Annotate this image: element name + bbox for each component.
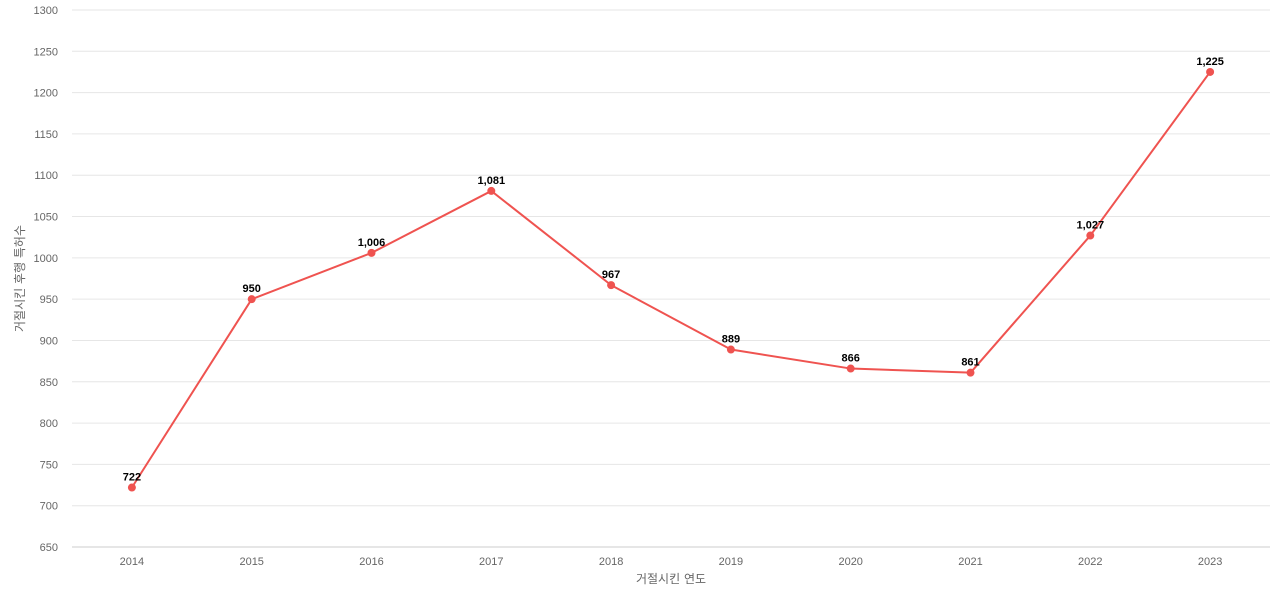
data-label: 1,006 <box>358 237 386 249</box>
gridlines <box>72 9 1270 507</box>
data-point[interactable] <box>1086 231 1095 240</box>
data-point[interactable] <box>607 281 616 290</box>
series-line <box>131 71 1211 489</box>
y-tick-label: 650 <box>40 542 58 554</box>
y-tick-label: 1300 <box>34 5 58 17</box>
data-label: 950 <box>243 283 261 295</box>
y-tick-label: 850 <box>40 377 58 389</box>
data-point[interactable] <box>247 295 256 304</box>
data-point[interactable] <box>487 186 496 195</box>
data-point[interactable] <box>127 483 136 492</box>
x-tick-label: 2014 <box>120 556 144 568</box>
y-tick-label: 950 <box>40 294 58 306</box>
y-tick-label: 700 <box>40 501 58 513</box>
x-tick-label: 2016 <box>359 556 383 568</box>
x-tick-label: 2020 <box>838 556 862 568</box>
y-tick-label: 1200 <box>34 88 58 100</box>
data-label: 889 <box>722 334 740 346</box>
data-point[interactable] <box>726 345 735 354</box>
y-tick-label: 800 <box>40 418 58 430</box>
x-tick-label: 2018 <box>599 556 623 568</box>
data-label: 866 <box>842 353 860 365</box>
x-tick-label: 2021 <box>958 556 982 568</box>
data-point[interactable] <box>1206 67 1215 76</box>
y-axis-title: 거절시킨 후행 특허수 <box>12 225 27 332</box>
data-point[interactable] <box>966 368 975 377</box>
series-line-group <box>127 67 1215 492</box>
x-tick-label: 2015 <box>239 556 263 568</box>
data-label: 1,027 <box>1077 220 1105 232</box>
y-tick-label: 1150 <box>34 129 58 141</box>
data-label: 1,225 <box>1196 56 1224 68</box>
data-label: 967 <box>602 269 620 281</box>
data-point[interactable] <box>846 364 855 373</box>
x-axis-ticks: 2014 2015 2016 2017 2018 2019 2020 2021 2022 2023 <box>120 556 1223 568</box>
x-axis-title: 거절시킨 연도 <box>636 572 706 586</box>
y-tick-label: 900 <box>40 335 58 347</box>
y-tick-label: 1050 <box>34 212 58 224</box>
y-axis-ticks: 650 700 750 800 850 900 950 1000 1050 1100 1150 120… <box>34 5 58 554</box>
x-tick-label: 2022 <box>1078 556 1102 568</box>
data-label: 722 <box>123 472 141 484</box>
data-label: 861 <box>961 357 979 369</box>
data-label: 1,081 <box>478 175 506 187</box>
data-labels: 722 950 1,006 1,081 967 889 866 861 1,027 1,225 <box>123 56 1224 484</box>
y-tick-label: 1100 <box>34 170 58 182</box>
y-tick-label: 1250 <box>34 46 58 58</box>
y-tick-label: 750 <box>40 459 58 471</box>
data-point[interactable] <box>367 248 376 257</box>
x-tick-label: 2019 <box>719 556 743 568</box>
y-tick-label: 1000 <box>34 253 58 265</box>
x-tick-label: 2023 <box>1198 556 1222 568</box>
x-tick-label: 2017 <box>479 556 503 568</box>
